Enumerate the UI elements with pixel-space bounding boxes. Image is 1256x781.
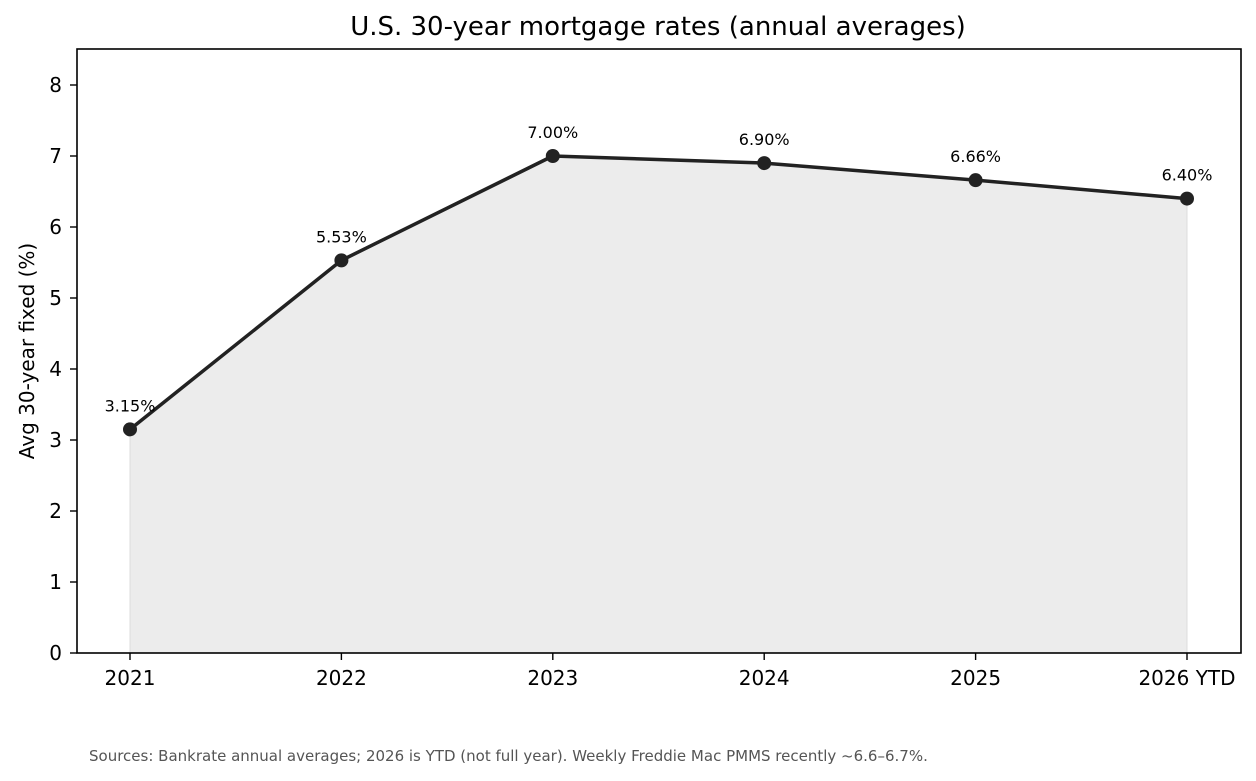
y-tick-label: 5 — [49, 286, 62, 310]
data-point — [968, 173, 983, 188]
x-tick-label: 2025 — [950, 666, 1001, 690]
y-tick-label: 6 — [49, 215, 62, 239]
y-tick-label: 2 — [49, 499, 62, 523]
y-tick-label: 4 — [49, 357, 62, 381]
y-tick-label: 3 — [49, 428, 62, 452]
y-axis-label: Avg 30-year fixed (%) — [15, 243, 39, 459]
data-label: 7.00% — [527, 123, 578, 142]
data-point — [334, 253, 349, 268]
data-point — [757, 156, 772, 171]
y-tick-label: 0 — [49, 641, 62, 665]
x-tick-label: 2026 YTD — [1138, 666, 1235, 690]
data-label: 3.15% — [105, 396, 156, 415]
y-tick-label: 8 — [49, 73, 62, 97]
source-note: Sources: Bankrate annual averages; 2026 … — [89, 747, 928, 765]
x-tick-label: 2024 — [739, 666, 790, 690]
data-point — [545, 149, 560, 163]
data-label: 6.90% — [739, 130, 790, 149]
area-fill — [129, 155, 1188, 654]
x-tick-label: 2021 — [105, 666, 156, 690]
data-label: 6.66% — [950, 147, 1001, 166]
data-label: 6.40% — [1162, 166, 1213, 185]
series-line — [128, 154, 1188, 431]
chart-title: U.S. 30-year mortgage rates (annual aver… — [350, 12, 966, 42]
data-point — [1180, 191, 1194, 206]
y-tick-label: 1 — [49, 570, 62, 594]
plot-frame — [76, 48, 1242, 654]
x-tick-label: 2023 — [527, 666, 578, 690]
data-label: 5.53% — [316, 227, 367, 246]
x-tick-label: 2022 — [316, 666, 367, 690]
data-point — [123, 422, 137, 437]
y-tick-label: 7 — [49, 144, 62, 168]
